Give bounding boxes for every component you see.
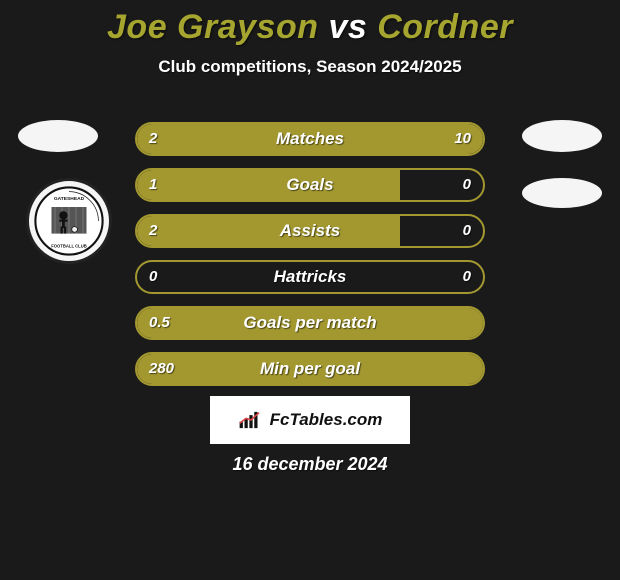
stat-label: Goals per match (137, 308, 483, 338)
stat-row: 210Matches (135, 122, 485, 156)
stat-label: Assists (137, 216, 483, 246)
fctables-icon (238, 409, 264, 431)
stat-label: Goals (137, 170, 483, 200)
svg-text:FOOTBALL CLUB: FOOTBALL CLUB (51, 244, 87, 249)
svg-text:GATESHEAD: GATESHEAD (54, 196, 85, 202)
date-label: 16 december 2024 (0, 454, 620, 475)
stat-label: Min per goal (137, 354, 483, 384)
player1-club-crest: GATESHEAD FOOTBALL CLUB (26, 178, 112, 264)
stat-row: 280Min per goal (135, 352, 485, 386)
subtitle: Club competitions, Season 2024/2025 (0, 57, 620, 77)
stats-bars: 210Matches 10Goals 20Assists 00Hattricks 0.5… (135, 122, 485, 398)
player2-avatar (522, 120, 602, 152)
stat-label: Hattricks (137, 262, 483, 292)
stat-label: Matches (137, 124, 483, 154)
player2-name: Cordner (377, 8, 513, 46)
player1-name: Joe Grayson (107, 8, 318, 46)
source-logo-text: FcTables.com (270, 410, 383, 430)
stat-row: 0.5Goals per match (135, 306, 485, 340)
player1-avatar (18, 120, 98, 152)
stat-row: 00Hattricks (135, 260, 485, 294)
stat-row: 20Assists (135, 214, 485, 248)
comparison-title: Joe Grayson vs Cordner (0, 0, 620, 47)
vs-label: vs (328, 8, 367, 46)
club-crest-icon: GATESHEAD FOOTBALL CLUB (34, 186, 104, 256)
source-logo: FcTables.com (210, 396, 410, 444)
stat-row: 10Goals (135, 168, 485, 202)
player2-club-crest (522, 178, 602, 208)
